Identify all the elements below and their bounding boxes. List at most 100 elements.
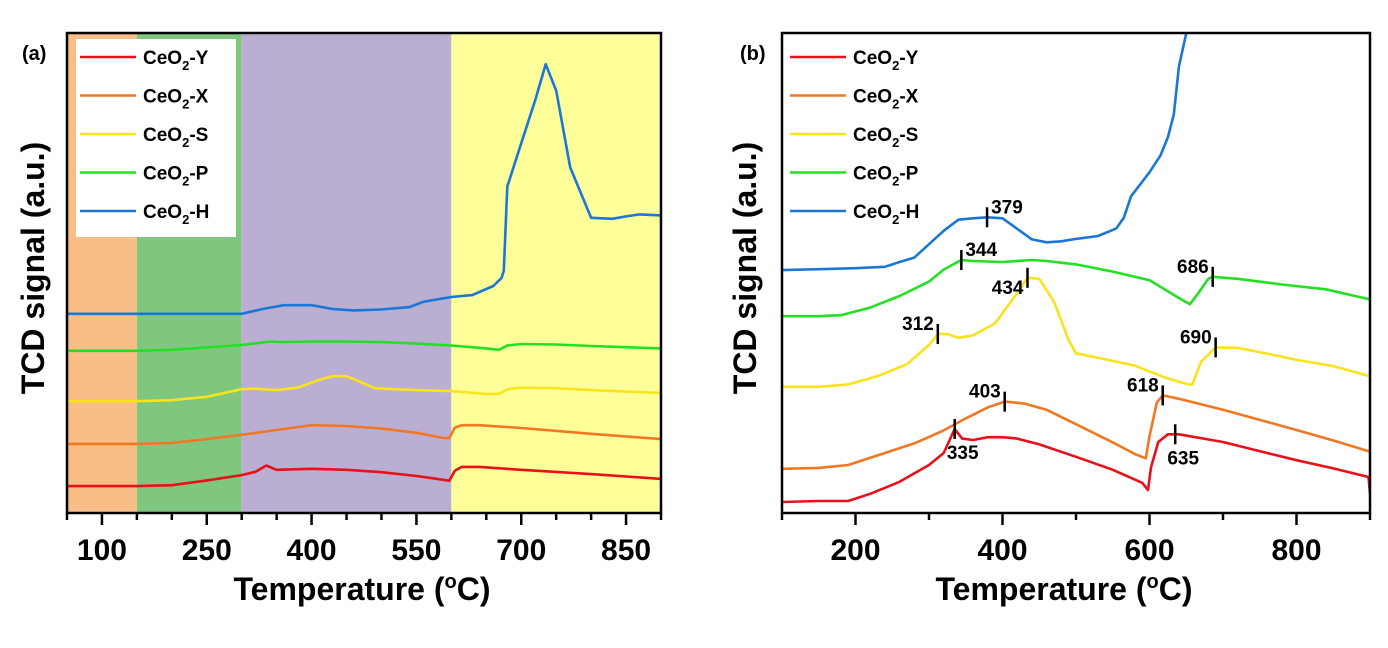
- peak-annotation: 686: [1177, 257, 1214, 287]
- legend-label-suffix: -P: [189, 164, 208, 185]
- legend-label-suffix: -H: [899, 202, 919, 223]
- peak-label: 379: [991, 197, 1023, 218]
- legend-label-suffix: -H: [189, 202, 209, 223]
- legend-label-subscript: 2: [892, 58, 899, 73]
- legend-label-subscript: 2: [892, 212, 899, 227]
- legend-label: CeO2-Y: [853, 48, 919, 73]
- legend-label: CeO2-S: [853, 125, 918, 150]
- x-axis-title-main: Temperature (: [936, 571, 1147, 607]
- series-lines: [782, 33, 1370, 504]
- x-axis-title-end: C): [457, 571, 491, 607]
- legend-item: CeO2-H: [80, 202, 209, 227]
- y-axis-title: TCD signal (a.u.): [15, 142, 51, 394]
- y-axis-title: TCD signal (a.u.): [727, 142, 763, 394]
- peak-label: 635: [1167, 448, 1199, 469]
- legend-label: CeO2-X: [853, 87, 919, 112]
- x-tick-label: 400: [977, 534, 1027, 567]
- peak-annotation: 618: [1127, 375, 1164, 406]
- legend-item: CeO2-P: [80, 164, 209, 189]
- x-axis-title-end: C): [1159, 571, 1193, 607]
- temperature-region-2: [241, 33, 452, 513]
- peak-annotation: 403: [969, 382, 1006, 412]
- x-tick-label: 850: [601, 534, 651, 567]
- legend-label: CeO2-P: [143, 164, 209, 189]
- legend-label-main: CeO: [853, 48, 892, 69]
- x-axis-title-degree: o: [445, 571, 457, 593]
- series-line-ceo2-y: [67, 464, 661, 488]
- legend-label-subscript: 2: [182, 97, 189, 112]
- panel-b: 379 344 434 312 686 690 403 618 335 635 200 400 600 8…: [727, 31, 1372, 607]
- legend-label-main: CeO: [143, 87, 182, 108]
- series-line-ceo2-p: [782, 258, 1370, 318]
- x-tick-label: 250: [182, 534, 232, 567]
- legend-label-main: CeO: [853, 87, 892, 108]
- peak-annotation: 434: [992, 267, 1029, 299]
- peak-label: 618: [1127, 375, 1159, 396]
- legend-label-subscript: 2: [892, 97, 899, 112]
- peak-annotation: 379: [985, 197, 1023, 228]
- legend-label-main: CeO: [853, 125, 892, 146]
- legend-item: CeO2-H: [790, 202, 919, 227]
- legend-box: [76, 39, 236, 237]
- legend-label-main: CeO: [143, 48, 182, 69]
- legend-label-subscript: 2: [182, 174, 189, 189]
- peak-label: 312: [902, 314, 934, 335]
- peak-annotation: 312: [902, 314, 940, 344]
- legend-item: CeO2-S: [80, 125, 208, 150]
- legend-label-subscript: 2: [182, 135, 189, 150]
- peak-label: 434: [992, 278, 1024, 299]
- legend-label-suffix: -X: [899, 87, 918, 108]
- x-tick-label: 600: [1124, 534, 1174, 567]
- series-lines: [67, 62, 661, 488]
- legend-item: CeO2-S: [790, 125, 918, 150]
- legend-item: CeO2-X: [790, 87, 919, 112]
- legend-item: CeO2-P: [790, 164, 919, 189]
- legend-label-main: CeO: [853, 164, 892, 185]
- x-axis: 200 400 600 800: [780, 513, 1372, 567]
- peak-label: 686: [1177, 257, 1209, 278]
- legend-item: CeO2-X: [80, 87, 209, 112]
- legend-item: CeO2-Y: [790, 48, 919, 73]
- peak-label: 690: [1180, 327, 1212, 348]
- series-line-ceo2-p: [67, 340, 661, 353]
- legend-label-subscript: 2: [892, 135, 899, 150]
- panel-a: 100 250 400 550 700 850 Temperature (oC) TCD si…: [15, 31, 663, 607]
- plot-frame: [65, 31, 663, 515]
- temperature-region-3: [451, 33, 661, 513]
- legend-label-suffix: -X: [189, 87, 208, 108]
- legend-label: CeO2-S: [143, 125, 208, 150]
- x-axis: 100 250 400 550 700 850: [65, 513, 663, 567]
- legend-label-subscript: 2: [892, 174, 899, 189]
- legend-label-main: CeO: [853, 202, 892, 223]
- legend-label-subscript: 2: [182, 212, 189, 227]
- x-axis-title-degree: o: [1147, 571, 1159, 593]
- legend-label: CeO2-Y: [143, 48, 209, 73]
- x-tick-label: 800: [1271, 534, 1321, 567]
- x-tick-label: 700: [496, 534, 546, 567]
- peak-label: 335: [947, 443, 979, 464]
- panel-label: (b): [740, 43, 766, 65]
- legend-label-suffix: -Y: [899, 48, 918, 69]
- x-tick-label: 550: [391, 534, 441, 567]
- series-line-ceo2-s: [67, 374, 661, 403]
- legend-label: CeO2-X: [143, 87, 209, 112]
- series-line-ceo2-x: [67, 423, 661, 446]
- peak-annotation: 635: [1167, 424, 1200, 469]
- legend-label-main: CeO: [143, 164, 182, 185]
- legend-item: CeO2-Y: [80, 48, 209, 73]
- legend-label-main: CeO: [143, 125, 182, 146]
- legend-label-suffix: -P: [899, 164, 918, 185]
- peak-annotation: 690: [1180, 327, 1217, 358]
- series-line-ceo2-y: [782, 427, 1370, 504]
- x-tick-label: 400: [287, 534, 337, 567]
- x-tick-label: 200: [830, 534, 880, 567]
- panel-label: (a): [22, 43, 46, 65]
- series-line-ceo2-x: [782, 394, 1370, 471]
- x-axis-title-main: Temperature (: [234, 571, 445, 607]
- legend-label: CeO2-P: [853, 164, 919, 189]
- series-line-ceo2-s: [782, 276, 1370, 389]
- legend-label-suffix: -S: [189, 125, 208, 146]
